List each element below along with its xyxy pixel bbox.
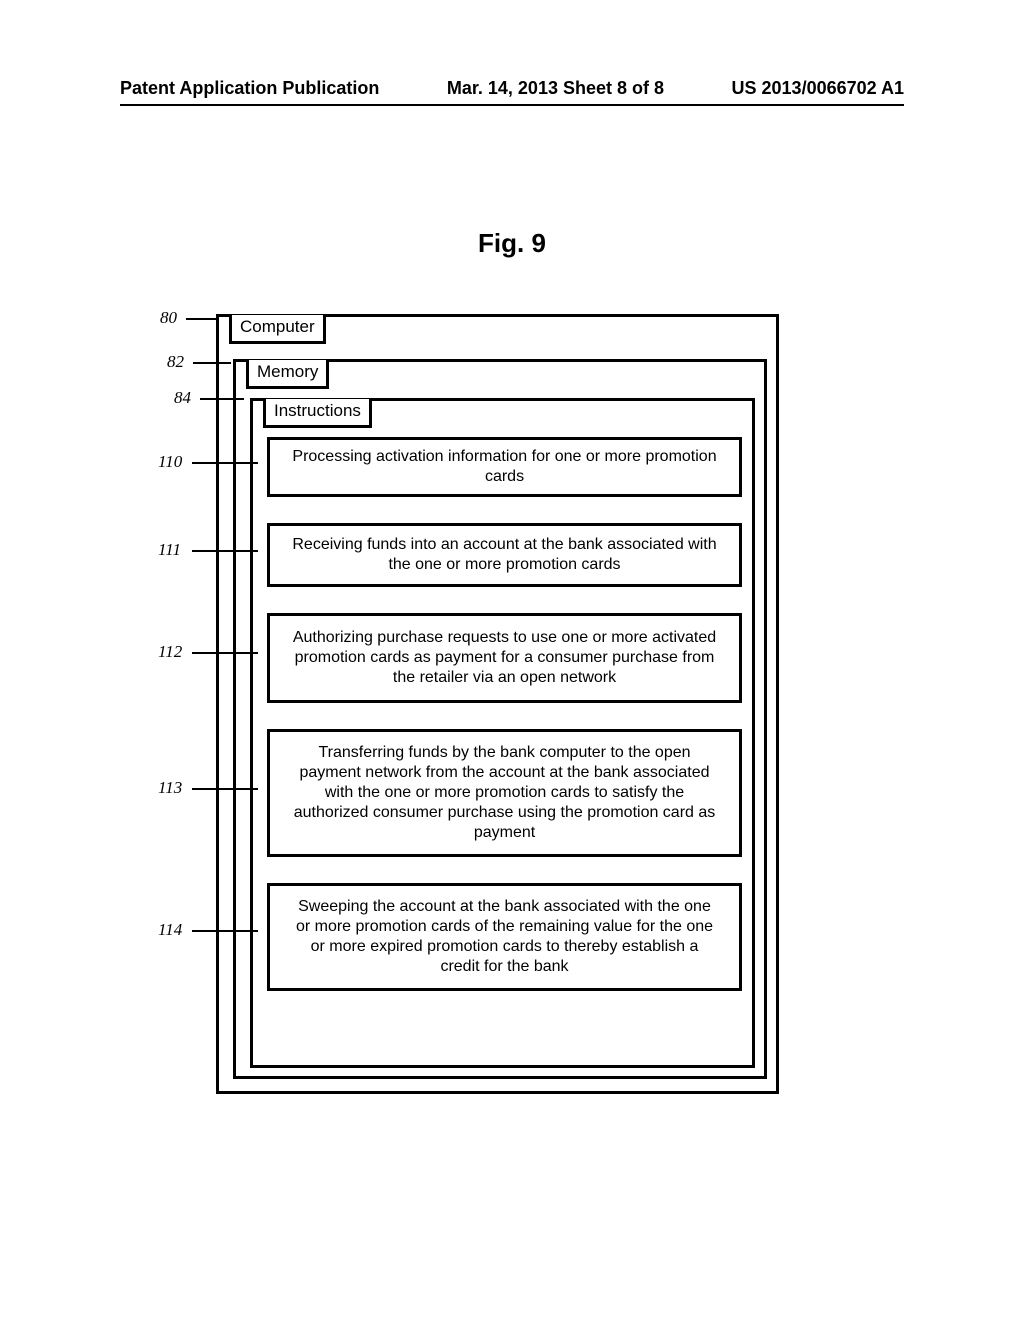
header-left: Patent Application Publication bbox=[120, 78, 379, 99]
memory-box: Memory Instructions Processing activatio… bbox=[233, 359, 767, 1079]
step-113-text: Transferring funds by the bank computer … bbox=[290, 743, 719, 843]
page-header: Patent Application Publication Mar. 14, … bbox=[0, 78, 1024, 99]
step-114: Sweeping the account at the bank associa… bbox=[267, 883, 742, 991]
computer-label: Computer bbox=[229, 315, 326, 344]
step-111: Receiving funds into an account at the b… bbox=[267, 523, 742, 587]
ref-84: 84 bbox=[174, 388, 191, 408]
step-110-text: Processing activation information for on… bbox=[290, 447, 719, 487]
step-111-text: Receiving funds into an account at the b… bbox=[290, 535, 719, 575]
instructions-label: Instructions bbox=[263, 399, 372, 428]
memory-label: Memory bbox=[246, 360, 329, 389]
ref-113: 113 bbox=[158, 778, 182, 798]
ref-82: 82 bbox=[167, 352, 184, 372]
step-112-text: Authorizing purchase requests to use one… bbox=[290, 628, 719, 688]
ref-111: 111 bbox=[158, 540, 181, 560]
step-110: Processing activation information for on… bbox=[267, 437, 742, 497]
ref-114: 114 bbox=[158, 920, 182, 940]
step-112: Authorizing purchase requests to use one… bbox=[267, 613, 742, 703]
figure-title: Fig. 9 bbox=[0, 228, 1024, 259]
computer-box: Computer Memory Instructions Processing … bbox=[216, 314, 779, 1094]
step-113: Transferring funds by the bank computer … bbox=[267, 729, 742, 857]
ref-112: 112 bbox=[158, 642, 182, 662]
ref-80: 80 bbox=[160, 308, 177, 328]
step-114-text: Sweeping the account at the bank associa… bbox=[290, 897, 719, 977]
tick-80 bbox=[186, 318, 216, 320]
instructions-box: Instructions Processing activation infor… bbox=[250, 398, 755, 1068]
page: Patent Application Publication Mar. 14, … bbox=[0, 0, 1024, 1320]
ref-110: 110 bbox=[158, 452, 182, 472]
header-right: US 2013/0066702 A1 bbox=[732, 78, 904, 99]
header-center: Mar. 14, 2013 Sheet 8 of 8 bbox=[447, 78, 664, 99]
header-rule bbox=[120, 104, 904, 106]
